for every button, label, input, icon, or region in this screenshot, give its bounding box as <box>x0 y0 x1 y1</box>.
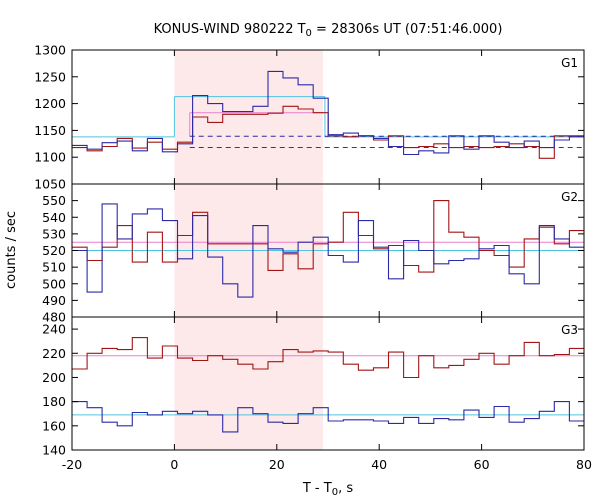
panel-frame <box>71 316 585 451</box>
x-axis-label: T - T0, s <box>302 481 353 498</box>
panel-label-g1: G1 <box>561 56 578 70</box>
x-tick-label: 80 <box>576 457 592 472</box>
y-tick-label: 520 <box>42 243 66 258</box>
y-tick-label: 490 <box>42 293 66 308</box>
y-tick-label: 510 <box>42 260 66 275</box>
y-tick-label: 540 <box>42 210 66 225</box>
x-tick-label: 20 <box>269 457 285 472</box>
x-axis-label-subscript: 0 <box>332 487 338 498</box>
x-tick-label: 40 <box>371 457 387 472</box>
panel-plot-area <box>72 70 584 159</box>
y-tick-label: 180 <box>42 394 66 409</box>
chart-title-main: KONUS-WIND 980222 T <box>154 22 306 37</box>
panel-label-g2: G2 <box>561 190 578 204</box>
y-tick-label: 1250 <box>34 69 66 84</box>
series-red-histogram <box>72 200 584 273</box>
x-tick-label: 0 <box>170 457 178 472</box>
panel-g1: 1050 1100 1150 1200 1250 1300 G1 <box>34 43 585 192</box>
x-tick-label: 60 <box>474 457 490 472</box>
panel-plot-area <box>72 337 584 433</box>
panel-g3: 140 160 180 200 220 240 G3 <box>42 316 585 458</box>
y-tick-label: 530 <box>42 226 66 241</box>
y-tick-label: 550 <box>42 193 66 208</box>
chart-title-rest: = 28306s UT (07:51:46.000) <box>312 22 502 37</box>
y-tick-label: 160 <box>42 418 66 433</box>
y-tick-label: 1100 <box>34 150 66 165</box>
series-red-histogram <box>72 337 584 379</box>
series-blue-histogram <box>72 70 584 156</box>
y-axis-label: counts / sec <box>4 211 19 289</box>
y-tick-label: 1050 <box>34 177 66 192</box>
y-tick-label: 220 <box>42 346 66 361</box>
y-tick-label: 500 <box>42 276 66 291</box>
y-tick-label: 240 <box>42 322 66 337</box>
x-tick-label: -20 <box>62 457 82 472</box>
y-tick-label: 1200 <box>34 96 66 111</box>
series-blue-histogram <box>72 203 584 298</box>
y-tick-label: 1300 <box>34 43 66 58</box>
x-axis-label-main: T - T <box>302 481 332 496</box>
y-tick-label: 200 <box>42 370 66 385</box>
panel-label-g3: G3 <box>561 323 578 337</box>
y-tick-label: 140 <box>42 443 66 458</box>
chart-title-subscript: 0 <box>306 28 312 39</box>
y-tick-label: 1150 <box>34 123 66 138</box>
y-tick-label: 480 <box>42 310 66 325</box>
x-axis-label-rest: , s <box>338 481 353 496</box>
series-blue-histogram <box>72 401 584 433</box>
chart-title: KONUS-WIND 980222 T0 = 28306s UT (07:51:… <box>154 22 503 39</box>
panel-plot-area <box>72 200 584 298</box>
